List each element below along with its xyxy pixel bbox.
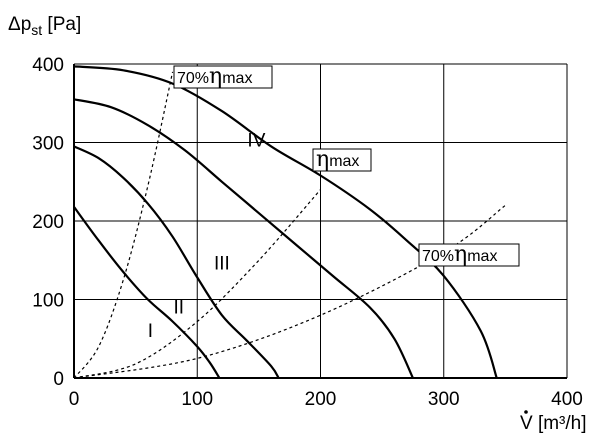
curve-label-IV: IV <box>247 130 265 151</box>
y-tick-label: 100 <box>32 291 64 312</box>
efficiency-line-3 <box>73 204 506 379</box>
y-axis-label: Δpst [Pa] <box>8 14 81 38</box>
efficiency-line-2 <box>73 189 321 379</box>
fan-curve-I <box>73 206 221 379</box>
fan-curve-II <box>73 145 280 379</box>
x-tick-label: 200 <box>305 389 337 410</box>
x-axis-label: V [m³/h] <box>520 413 587 434</box>
x-axis-label-dot <box>524 410 528 414</box>
fan-curve-IV <box>73 65 498 379</box>
efficiency-lines <box>73 71 506 379</box>
efficiency-label-2: ηmax <box>312 147 372 172</box>
efficiency-label-1: 70%ηmax <box>173 64 273 89</box>
efficiency-label-3: 70%ηmax <box>418 242 520 267</box>
efficiency-line-1 <box>73 71 174 379</box>
efficiency-label-box <box>418 243 520 267</box>
x-tick-label: 400 <box>551 389 583 410</box>
efficiency-label-text: 70%ηmax <box>422 242 497 267</box>
curve-label-II: II <box>173 298 184 319</box>
fan-curves <box>73 65 498 379</box>
y-tick-label: 400 <box>32 55 64 76</box>
efficiency-label-text: ηmax <box>316 147 359 172</box>
axes: 0 100 200 300 400 0 100 200 300 400 Δpst [Pa] V [m³… <box>8 14 587 434</box>
x-tick-label: 300 <box>428 389 460 410</box>
efficiency-label-box <box>312 148 372 172</box>
curve-label-I: I <box>148 321 153 342</box>
y-tick-label: 0 <box>53 369 64 390</box>
y-tick-label: 200 <box>32 212 64 233</box>
fan-curve-III <box>73 98 414 379</box>
efficiency-label-text: 70%ηmax <box>177 64 252 89</box>
x-tick-label: 0 <box>69 389 80 410</box>
curve-label-III: III <box>214 254 230 275</box>
y-tick-label: 300 <box>32 134 64 155</box>
x-tick-label: 100 <box>181 389 213 410</box>
efficiency-label-box <box>173 65 273 89</box>
